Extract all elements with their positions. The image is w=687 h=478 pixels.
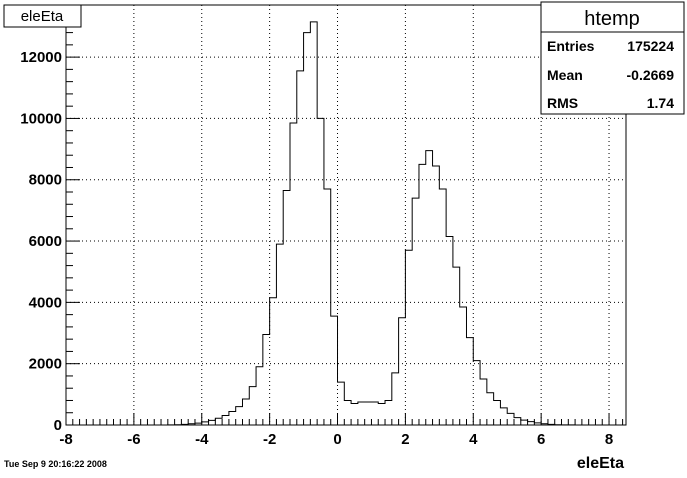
x-tick-label: -8 (59, 431, 72, 448)
histogram-bin (215, 418, 222, 425)
y-tick-label: 2000 (29, 356, 62, 373)
x-tick-label: 2 (401, 431, 409, 448)
x-axis: -8 -6 -4 -2 0 2 4 6 8 (59, 413, 622, 448)
histogram-bin (276, 244, 283, 425)
x-axis-label: eleEta (577, 455, 624, 472)
histogram-bin (419, 164, 426, 425)
histogram-bin (263, 335, 270, 425)
histogram-bin (446, 236, 453, 425)
histogram-bin (290, 123, 297, 425)
histogram-bin (338, 382, 345, 425)
stats-box-title: htemp (584, 8, 640, 30)
histogram-bin (249, 387, 256, 425)
histogram-bin (344, 400, 351, 425)
histogram-bin (399, 318, 406, 425)
histogram-bin (304, 33, 311, 425)
histogram-bin (358, 402, 365, 425)
timestamp: Tue Sep 9 20:16:22 2008 (4, 459, 107, 469)
histogram-bin (507, 413, 514, 425)
stats-value-mean: -0.2669 (627, 67, 675, 83)
histogram-bin (405, 250, 412, 425)
histogram-bin (453, 267, 460, 425)
x-tick-label: 6 (537, 431, 545, 448)
histogram-bin (371, 402, 378, 425)
histogram-outline (168, 22, 575, 425)
histogram-bin (412, 198, 419, 425)
title-box-label: eleEta (21, 8, 64, 25)
y-tick-label: 8000 (29, 172, 62, 189)
x-tick-label: -2 (263, 431, 276, 448)
histogram-bin (473, 361, 480, 425)
y-tick-label: 10000 (20, 110, 62, 127)
histogram-bin (283, 190, 290, 425)
histogram-bin (222, 415, 229, 425)
histogram-bin (317, 118, 324, 425)
histogram-bin (378, 404, 385, 425)
x-tick-label: 4 (469, 431, 478, 448)
histogram-bin (500, 408, 507, 425)
x-tick-label: -6 (127, 431, 140, 448)
histogram-bin (392, 373, 399, 425)
histogram-bin (466, 338, 473, 425)
x-tick-label: 8 (605, 431, 613, 448)
histogram-bin (439, 189, 446, 425)
stats-value-entries: 175224 (627, 38, 674, 54)
x-tick-label: 0 (333, 431, 341, 448)
histogram-bin (236, 407, 243, 425)
histogram-bin (494, 400, 501, 425)
histogram-bin (256, 367, 263, 425)
y-tick-label: 6000 (29, 233, 62, 250)
histogram-bin (433, 166, 440, 425)
histogram-bin (514, 418, 521, 425)
histogram-bin (331, 316, 338, 425)
y-tick-label: 4000 (29, 294, 62, 311)
stats-box: htemp Entries 175224 Mean -0.2669 RMS 1.… (541, 2, 684, 114)
histogram-bin (426, 151, 433, 425)
histogram-bin (324, 189, 331, 425)
histogram-bin (310, 22, 317, 425)
histogram-bin (229, 412, 236, 425)
histogram-bin (521, 420, 528, 425)
histogram-bin (270, 298, 277, 425)
histogram-bin (528, 422, 535, 425)
histogram-bin (460, 307, 467, 425)
histogram-bin (385, 400, 392, 425)
stats-value-rms: 1.74 (647, 95, 674, 111)
histogram-bin (480, 379, 487, 425)
histogram-bin (487, 393, 494, 425)
y-tick-label: 12000 (20, 49, 62, 66)
histogram-bins (168, 22, 575, 425)
stats-label-rms: RMS (547, 95, 578, 111)
title-box: eleEta (4, 5, 81, 27)
histogram-bin (242, 399, 249, 425)
histogram-bin (351, 404, 358, 425)
histogram-bin (209, 420, 216, 425)
stats-label-entries: Entries (547, 38, 595, 54)
histogram-bin (297, 71, 304, 425)
stats-label-mean: Mean (547, 67, 583, 83)
histogram-bin (365, 402, 372, 425)
x-tick-label: -4 (195, 431, 209, 448)
